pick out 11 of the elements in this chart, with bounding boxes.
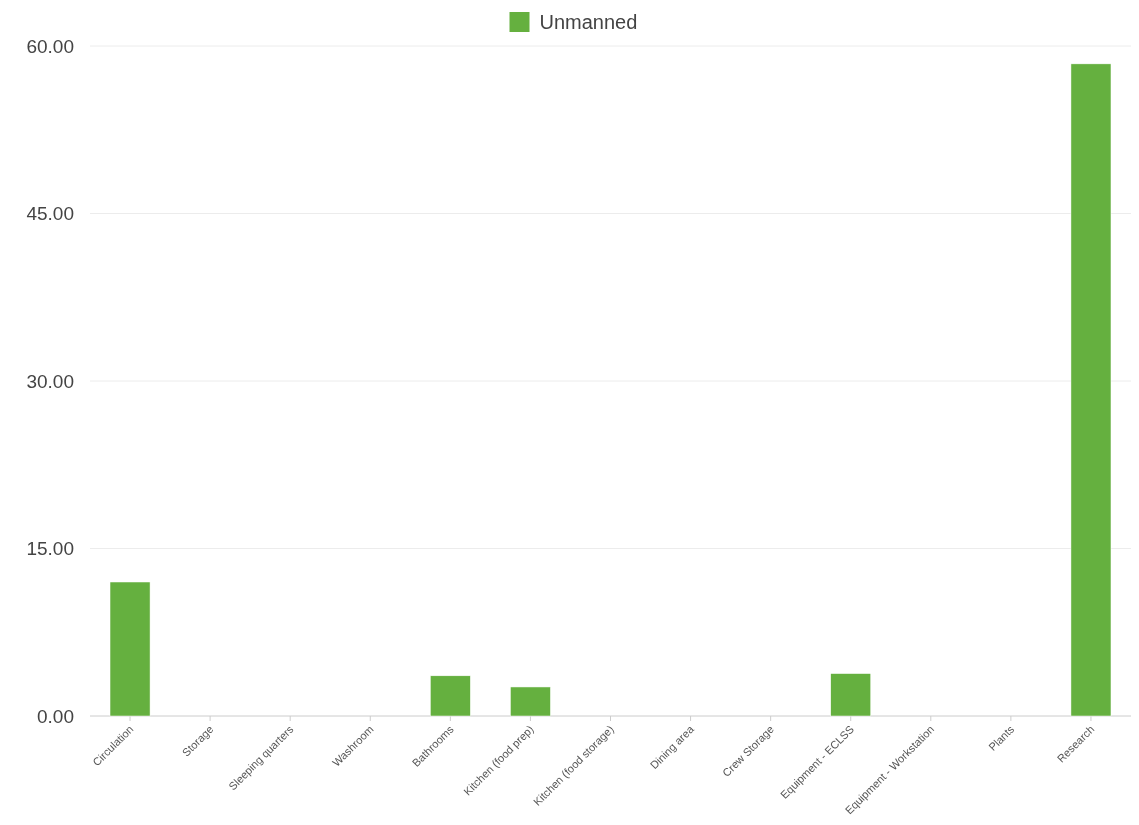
y-tick-label: 30.00 xyxy=(26,370,74,392)
bar xyxy=(430,675,471,717)
legend-label: Unmanned xyxy=(539,11,638,33)
y-tick-label: 15.00 xyxy=(26,538,74,560)
bar xyxy=(510,686,551,717)
y-tick-label: 45.00 xyxy=(26,203,74,225)
bar xyxy=(830,673,871,717)
bar xyxy=(1070,63,1112,717)
y-tick-label: 0.00 xyxy=(37,705,74,727)
bar xyxy=(109,581,151,717)
y-tick-label: 60.00 xyxy=(26,35,74,57)
